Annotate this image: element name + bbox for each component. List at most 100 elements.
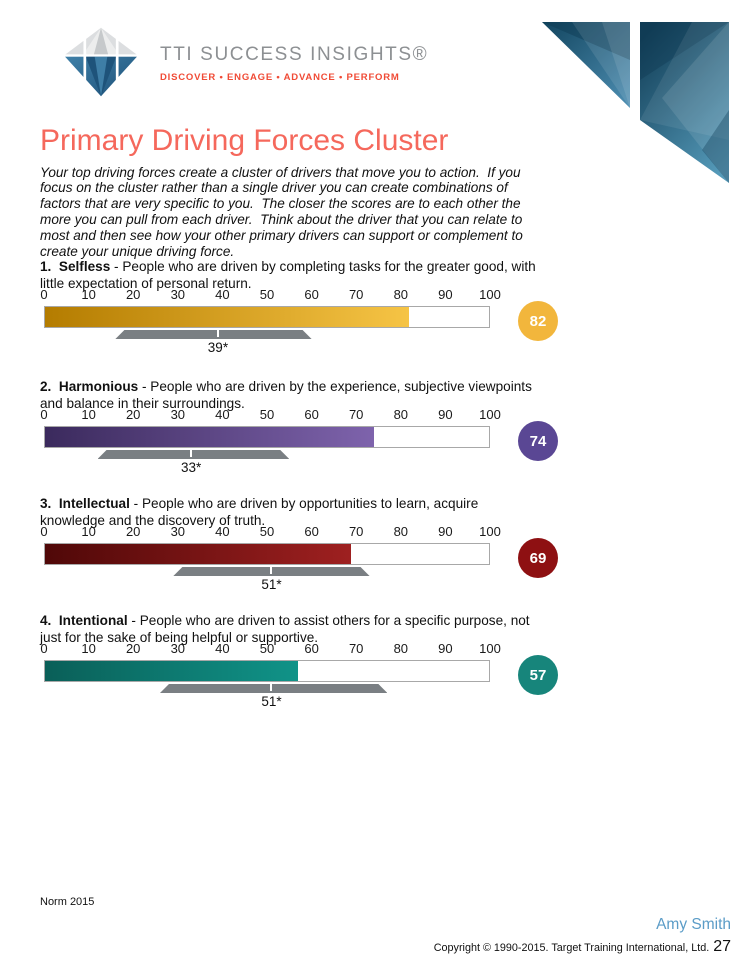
norm-note: Norm 2015 (40, 896, 95, 908)
copyright-text: Copyright © 1990-2015. Target Training I… (433, 942, 710, 954)
axis-tick-label: 80 (393, 287, 409, 302)
axis-tick-label: 90 (438, 407, 453, 422)
score-bar-track (44, 660, 490, 682)
driver-description: - People who are driven to assist others… (40, 613, 534, 645)
axis-tick-label: 60 (304, 641, 319, 656)
axis-tick-label: 70 (348, 641, 364, 656)
axis-tick-label: 30 (170, 407, 186, 422)
score-value: 69 (529, 549, 547, 567)
axis-tick-label: 20 (125, 524, 141, 539)
score-bar-track (44, 543, 490, 565)
axis-tick-label: 50 (259, 524, 275, 539)
brand-tagline: DISCOVER • ENGAGE • ADVANCE • PERFORM (160, 72, 400, 83)
axis-tick-label: 80 (393, 641, 409, 656)
score-value: 74 (529, 432, 547, 450)
scale-axis: 0 10 20 30 40 50 60 70 80 90 100 (40, 641, 500, 657)
axis-tick-label: 0 (40, 407, 48, 422)
intro-paragraph: Your top driving forces create a cluster… (40, 164, 527, 259)
brand-name: TTI SUCCESS INSIGHTS® (160, 44, 429, 65)
score-bar-track (44, 306, 490, 328)
axis-tick-label: 50 (259, 287, 275, 302)
axis-tick-label: 10 (81, 287, 96, 302)
norm-band (160, 684, 387, 693)
driver-description: - People who are driven by the experienc… (40, 379, 536, 411)
axis-tick-label: 30 (170, 641, 186, 656)
norm-label: 51* (261, 577, 282, 592)
norm-mean-tick-icon (270, 567, 272, 574)
axis-tick-label: 50 (259, 407, 275, 422)
bar-area: 0 10 20 30 40 50 60 70 80 90 100 39* (40, 287, 500, 355)
driver-heading: 4. Intentional - People who are driven t… (40, 613, 544, 646)
bar-area: 0 10 20 30 40 50 60 70 80 90 100 51* (40, 524, 500, 592)
driver-description: - People who are driven by opportunities… (40, 496, 483, 528)
driver-section-harmonious: 2. Harmonious - People who are driven by… (40, 379, 560, 489)
driver-name: 3. Intellectual (40, 496, 130, 511)
axis-tick-label: 70 (348, 287, 364, 302)
axis-tick-label: 60 (304, 407, 319, 422)
tti-diamond-logo-icon (63, 27, 139, 97)
bar-area: 0 10 20 30 40 50 60 70 80 90 100 33* (40, 407, 500, 475)
bar-area: 0 10 20 30 40 50 60 70 80 90 100 51* (40, 641, 500, 709)
axis-tick-label: 80 (393, 407, 409, 422)
norm-mean-tick-icon (190, 450, 192, 457)
axis-tick-label: 40 (215, 407, 230, 422)
axis-tick-label: 100 (479, 641, 501, 656)
norm-label: 51* (261, 694, 282, 709)
driver-heading: 1. Selfless - People who are driven by c… (40, 259, 544, 292)
score-bar-track (44, 426, 490, 448)
driver-section-selfless: 1. Selfless - People who are driven by c… (40, 259, 560, 369)
norm-mean-tick-icon (270, 684, 272, 691)
brand-block: TTI SUCCESS INSIGHTS® DISCOVER • ENGAGE … (160, 44, 428, 83)
page-number: 27 (713, 938, 731, 955)
page-title: Primary Driving Forces Cluster (40, 124, 449, 158)
driver-heading: 2. Harmonious - People who are driven by… (40, 379, 544, 412)
axis-tick-label: 0 (40, 524, 48, 539)
axis-tick-label: 10 (81, 407, 96, 422)
scale-axis: 0 10 20 30 40 50 60 70 80 90 100 (40, 407, 500, 423)
scale-axis: 0 10 20 30 40 50 60 70 80 90 100 (40, 524, 500, 540)
driver-description: - People who are driven by completing ta… (40, 259, 540, 291)
score-badge: 57 (518, 655, 558, 695)
axis-tick-label: 0 (40, 287, 48, 302)
axis-tick-label: 30 (170, 287, 186, 302)
report-person-name: Amy Smith (656, 916, 731, 933)
axis-tick-label: 0 (40, 641, 48, 656)
axis-tick-label: 90 (438, 287, 453, 302)
axis-tick-label: 90 (438, 524, 453, 539)
axis-tick-label: 100 (479, 407, 501, 422)
axis-tick-label: 40 (215, 287, 230, 302)
axis-tick-label: 60 (304, 287, 319, 302)
norm-label: 33* (181, 460, 202, 475)
norm-band (173, 567, 369, 576)
axis-tick-label: 100 (479, 524, 501, 539)
axis-tick-label: 30 (170, 524, 186, 539)
axis-tick-label: 20 (125, 641, 141, 656)
score-bar-fill (45, 661, 299, 681)
score-bar-fill (45, 427, 374, 447)
axis-tick-label: 90 (438, 641, 453, 656)
driver-heading: 3. Intellectual - People who are driven … (40, 496, 544, 529)
score-badge: 82 (518, 301, 558, 341)
driver-section-intentional: 4. Intentional - People who are driven t… (40, 613, 560, 723)
driver-name: 1. Selfless (40, 259, 111, 274)
corner-decoration-icon (542, 22, 729, 183)
axis-tick-label: 100 (479, 287, 501, 302)
score-value: 82 (529, 312, 547, 330)
axis-tick-label: 80 (393, 524, 409, 539)
norm-band (98, 450, 290, 459)
axis-tick-label: 10 (81, 524, 96, 539)
score-badge: 74 (518, 421, 558, 461)
score-bar-fill (45, 307, 410, 327)
score-badge: 69 (518, 538, 558, 578)
axis-tick-label: 20 (125, 407, 141, 422)
axis-tick-label: 40 (215, 524, 230, 539)
axis-tick-label: 60 (304, 524, 319, 539)
axis-tick-label: 70 (348, 524, 364, 539)
copyright-line: Copyright © 1990-2015. Target Training I… (434, 938, 731, 956)
axis-tick-label: 40 (215, 641, 230, 656)
driver-name: 4. Intentional (40, 613, 128, 628)
norm-mean-tick-icon (217, 330, 219, 337)
driver-section-intellectual: 3. Intellectual - People who are driven … (40, 496, 560, 606)
norm-label: 39* (207, 340, 229, 355)
score-bar-fill (45, 544, 352, 564)
